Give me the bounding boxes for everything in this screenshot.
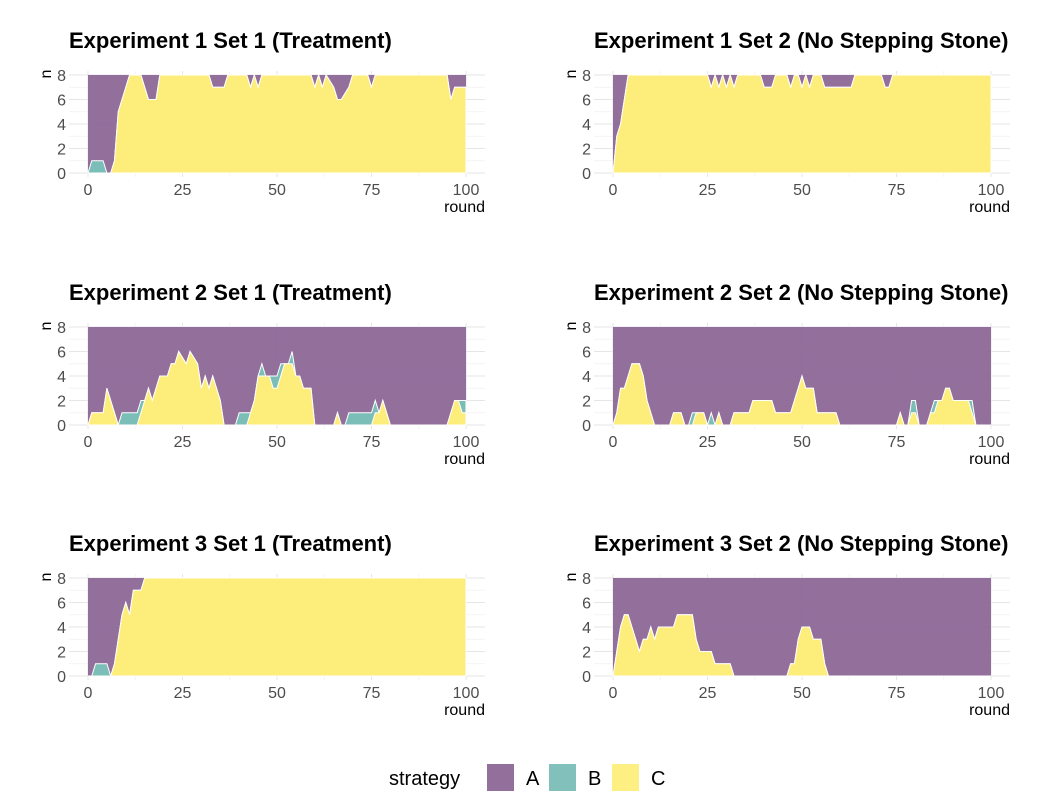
x-tick-label: 25 bbox=[174, 182, 192, 199]
panel-6: Experiment 3 Set 2 (No Stepping Stone) 0 2… bbox=[563, 531, 1010, 719]
y-tick-label: 0 bbox=[582, 166, 591, 183]
y-tick-label: 4 bbox=[57, 620, 66, 637]
x-tick-label: 100 bbox=[453, 434, 480, 451]
x-tick-label: 25 bbox=[174, 434, 192, 451]
x-tick-label: 25 bbox=[699, 434, 717, 451]
y-tick-label: 0 bbox=[582, 418, 591, 435]
legend-label-C: C bbox=[651, 768, 665, 790]
legend-swatch-B bbox=[549, 764, 576, 791]
y-tick-label: 6 bbox=[582, 596, 591, 613]
panel-4: Experiment 2 Set 2 (No Stepping Stone) 0 2… bbox=[563, 280, 1010, 468]
legend-swatch-C bbox=[612, 764, 639, 791]
y-tick-label: 8 bbox=[57, 68, 66, 85]
y-tick-label: 2 bbox=[582, 142, 591, 159]
x-tick-label: 50 bbox=[793, 182, 811, 199]
x-tick-label: 75 bbox=[363, 685, 381, 702]
y-tick-label: 4 bbox=[582, 117, 591, 134]
legend-label-A: A bbox=[526, 768, 540, 790]
x-tick-label: 100 bbox=[978, 182, 1005, 199]
x-tick-label: 100 bbox=[453, 182, 480, 199]
x-axis-title: round bbox=[444, 199, 485, 216]
y-tick-label: 2 bbox=[57, 142, 66, 159]
panel-title: Experiment 1 Set 1 (Treatment) bbox=[69, 28, 392, 53]
y-tick-label: 4 bbox=[582, 369, 591, 386]
y-tick-label: 8 bbox=[582, 320, 591, 337]
y-axis-title: n bbox=[38, 70, 55, 79]
y-tick-label: 6 bbox=[57, 93, 66, 110]
area-C bbox=[88, 577, 467, 677]
x-tick-label: 75 bbox=[888, 182, 906, 199]
x-tick-label: 100 bbox=[453, 685, 480, 702]
x-tick-label: 25 bbox=[174, 685, 192, 702]
panel-5: Experiment 3 Set 1 (Treatment) 0 2 4 6 8 0 25 50… bbox=[38, 531, 485, 719]
y-tick-label: 0 bbox=[57, 669, 66, 686]
area-C bbox=[612, 614, 991, 677]
y-tick-label: 8 bbox=[582, 571, 591, 588]
panel-title: Experiment 3 Set 2 (No Stepping Stone) bbox=[594, 531, 1008, 556]
x-axis-title: round bbox=[444, 702, 485, 719]
y-tick-label: 0 bbox=[57, 418, 66, 435]
y-tick-label: 0 bbox=[582, 669, 591, 686]
legend-swatch-A bbox=[487, 764, 514, 791]
y-tick-label: 4 bbox=[57, 369, 66, 386]
area-C bbox=[88, 73, 467, 174]
y-axis-title: n bbox=[38, 322, 55, 331]
panel-1: Experiment 1 Set 1 (Treatment) 0 2 4 6 8 0 25 50… bbox=[38, 28, 485, 216]
y-tick-label: 8 bbox=[57, 571, 66, 588]
y-tick-label: 6 bbox=[582, 93, 591, 110]
x-tick-label: 0 bbox=[84, 685, 93, 702]
y-axis-title: n bbox=[38, 573, 55, 582]
y-axis-title: n bbox=[563, 573, 580, 582]
y-tick-label: 8 bbox=[582, 68, 591, 85]
panel-2: Experiment 1 Set 2 (No Stepping Stone) 0 2… bbox=[563, 28, 1010, 216]
panel-3: Experiment 2 Set 1 (Treatment) 0 2 4 6 8 0 25 50… bbox=[38, 280, 485, 468]
y-tick-label: 4 bbox=[57, 117, 66, 134]
x-tick-label: 75 bbox=[363, 434, 381, 451]
y-tick-label: 2 bbox=[57, 394, 66, 411]
y-axis-title: n bbox=[563, 70, 580, 79]
x-tick-label: 0 bbox=[609, 434, 618, 451]
legend-label-B: B bbox=[588, 768, 601, 790]
x-axis-title: round bbox=[969, 199, 1010, 216]
y-tick-label: 6 bbox=[57, 596, 66, 613]
y-tick-label: 0 bbox=[57, 166, 66, 183]
x-tick-label: 100 bbox=[978, 685, 1005, 702]
area-C bbox=[612, 73, 992, 174]
panel-title: Experiment 3 Set 1 (Treatment) bbox=[69, 531, 392, 556]
y-tick-label: 4 bbox=[582, 620, 591, 637]
y-axis-title: n bbox=[563, 322, 580, 331]
panel-title: Experiment 2 Set 1 (Treatment) bbox=[69, 280, 392, 305]
y-tick-label: 8 bbox=[57, 320, 66, 337]
x-tick-label: 75 bbox=[363, 182, 381, 199]
x-tick-label: 25 bbox=[699, 685, 717, 702]
x-axis-title: round bbox=[444, 451, 485, 468]
y-tick-label: 6 bbox=[57, 345, 66, 362]
x-axis-title: round bbox=[969, 702, 1010, 719]
x-tick-label: 0 bbox=[84, 434, 93, 451]
x-tick-label: 50 bbox=[268, 685, 286, 702]
x-tick-label: 0 bbox=[84, 182, 93, 199]
y-tick-label: 6 bbox=[582, 345, 591, 362]
panel-title: Experiment 1 Set 2 (No Stepping Stone) bbox=[594, 28, 1008, 53]
legend: strategy A B C bbox=[389, 764, 665, 791]
x-tick-label: 100 bbox=[978, 434, 1005, 451]
x-tick-label: 50 bbox=[793, 685, 811, 702]
x-axis-title: round bbox=[969, 451, 1010, 468]
x-tick-label: 0 bbox=[609, 182, 618, 199]
x-tick-label: 0 bbox=[609, 685, 618, 702]
x-tick-label: 25 bbox=[699, 182, 717, 199]
legend-title: strategy bbox=[389, 768, 460, 790]
x-tick-label: 75 bbox=[888, 434, 906, 451]
x-tick-label: 50 bbox=[793, 434, 811, 451]
panel-title: Experiment 2 Set 2 (No Stepping Stone) bbox=[594, 280, 1008, 305]
y-tick-label: 2 bbox=[582, 645, 591, 662]
x-tick-label: 50 bbox=[268, 434, 286, 451]
y-tick-label: 2 bbox=[57, 645, 66, 662]
area-C bbox=[612, 363, 991, 426]
x-tick-label: 50 bbox=[268, 182, 286, 199]
y-tick-label: 2 bbox=[582, 394, 591, 411]
x-tick-label: 75 bbox=[888, 685, 906, 702]
area-C bbox=[87, 350, 467, 426]
